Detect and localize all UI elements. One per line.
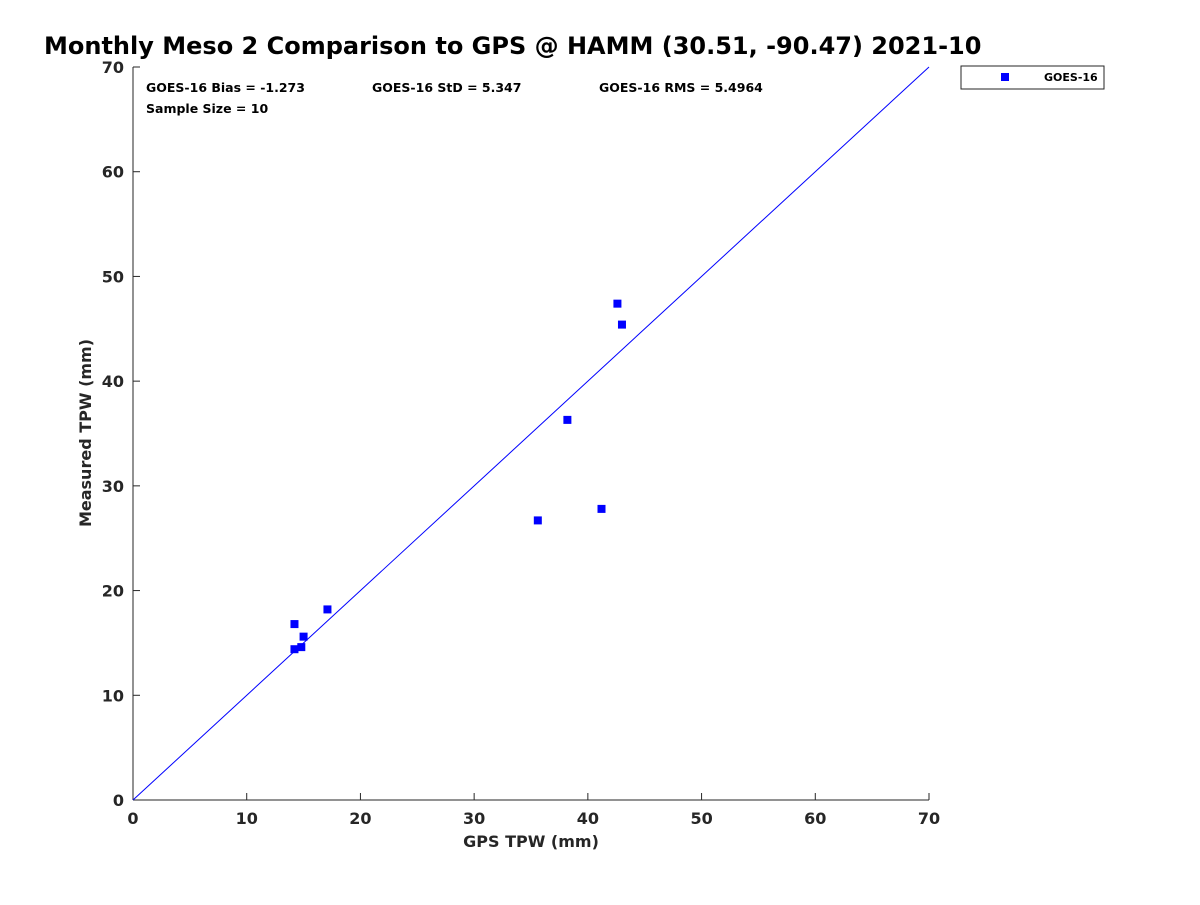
x-axis-label: GPS TPW (mm) [463, 832, 599, 851]
x-tick-label: 10 [236, 809, 258, 828]
chart-title: Monthly Meso 2 Comparison to GPS @ HAMM … [44, 32, 981, 60]
x-tick-label: 40 [577, 809, 599, 828]
y-tick-label: 0 [113, 791, 124, 810]
x-tick-label: 70 [918, 809, 940, 828]
data-point [290, 620, 299, 629]
y-tick-label: 40 [102, 372, 124, 391]
data-point [290, 645, 299, 654]
y-tick-label: 60 [102, 163, 124, 182]
y-axis-label: Measured TPW (mm) [76, 339, 95, 527]
data-point [597, 504, 606, 513]
reference-line-group [132, 66, 930, 801]
y-tick-label: 30 [102, 477, 124, 496]
legend: GOES-16 [960, 65, 1105, 90]
y-tick-label: 70 [102, 58, 124, 77]
x-tick-label: 0 [127, 809, 138, 828]
data-point [563, 415, 572, 424]
legend-marker-goes16 [1001, 73, 1009, 81]
stat-std-annotation: GOES-16 StD = 5.347 [372, 80, 521, 95]
axes-group: 0 10 20 30 40 50 60 70 0 10 20 30 40 50 60 70 [102, 58, 940, 828]
data-point [613, 299, 622, 308]
legend-box [960, 65, 1105, 90]
one-to-one-reference-line [132, 66, 930, 801]
data-point [299, 632, 308, 641]
x-tick-label: 60 [804, 809, 826, 828]
data-points-group [290, 299, 626, 654]
data-point [323, 605, 332, 614]
y-tick-label: 50 [102, 267, 124, 286]
data-point [533, 516, 542, 525]
stat-rms-annotation: GOES-16 RMS = 5.4964 [599, 80, 763, 95]
x-tick-label: 30 [463, 809, 485, 828]
x-tick-label: 20 [349, 809, 371, 828]
legend-label-goes16: GOES-16 [1044, 71, 1098, 84]
stat-sample-size-annotation: Sample Size = 10 [146, 101, 268, 116]
stat-bias-annotation: GOES-16 Bias = -1.273 [146, 80, 305, 95]
x-tick-label: 50 [690, 809, 712, 828]
y-tick-label: 20 [102, 582, 124, 601]
y-tick-label: 10 [102, 686, 124, 705]
data-point [297, 643, 306, 652]
data-point [617, 320, 626, 329]
